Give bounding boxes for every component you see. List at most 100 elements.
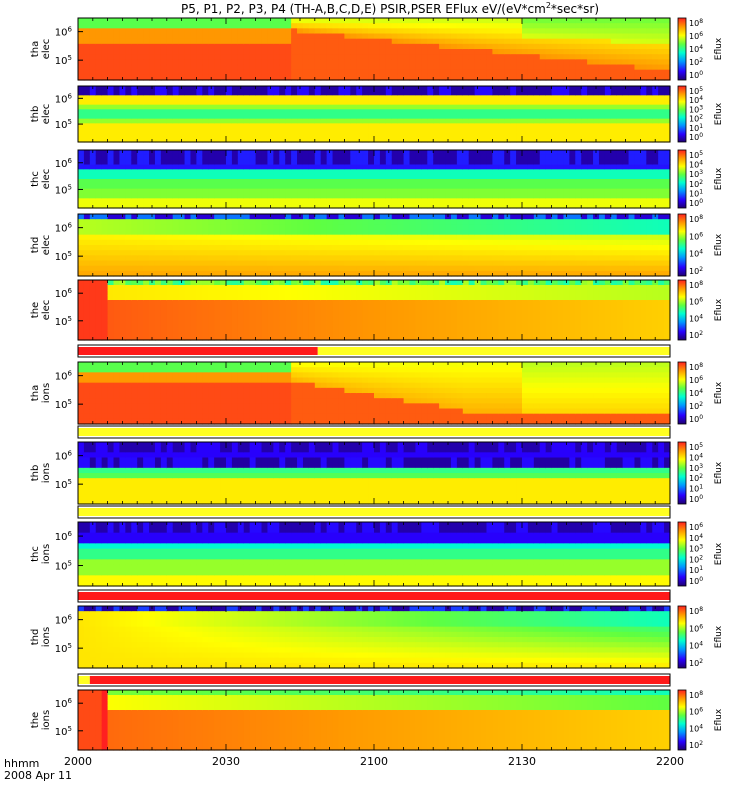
- spectrogram-cell: [344, 179, 351, 185]
- spectrogram-cell: [498, 270, 505, 277]
- spectrogram-cell: [125, 239, 132, 246]
- spectrogram-cell: [545, 169, 553, 175]
- spectrogram-cell: [658, 23, 665, 29]
- spectrogram-cell: [569, 114, 576, 120]
- spectrogram-cell: [598, 224, 606, 231]
- spectrogram-cell: [273, 38, 280, 45]
- spectrogram-cell: [231, 69, 239, 76]
- spectrogram-cell: [604, 43, 612, 50]
- spectrogram-cell: [332, 100, 340, 106]
- spectrogram-cell: [261, 174, 269, 180]
- spectrogram-cell: [302, 49, 310, 55]
- spectrogram-cell: [640, 74, 647, 81]
- spectrogram-cell: [374, 219, 381, 225]
- spectrogram-cell: [415, 179, 422, 185]
- spectrogram-cell: [646, 128, 653, 134]
- spectrogram-cell: [78, 179, 85, 185]
- spectrogram-cell: [587, 260, 594, 267]
- spectrogram-cell: [374, 265, 381, 272]
- spectrogram-cell: [433, 239, 440, 246]
- spectrogram-cell: [243, 104, 251, 110]
- spectrogram-cell: [208, 183, 215, 190]
- spectrogram-cell: [338, 245, 345, 251]
- spectrogram-cell: [385, 219, 393, 225]
- spectrogram-cell: [575, 150, 582, 156]
- spectrogram-cell: [166, 69, 174, 76]
- spectrogram-cell: [237, 64, 245, 71]
- spectrogram-cell: [474, 43, 482, 50]
- spectrogram-cell: [285, 109, 292, 115]
- spectrogram-cell: [604, 245, 612, 251]
- spectrogram-cell: [202, 137, 209, 143]
- spectrogram-cell: [255, 250, 263, 256]
- spectrogram-cell: [107, 260, 115, 267]
- spectrogram-cell: [131, 38, 138, 45]
- spectrogram-cell: [379, 150, 387, 156]
- spectrogram-cell: [160, 203, 168, 209]
- spectrogram-cell: [119, 104, 126, 110]
- spectrogram-cell: [125, 214, 132, 220]
- spectrogram-cell: [368, 229, 375, 236]
- spectrogram-cell: [160, 234, 168, 241]
- spectrogram-cell: [131, 95, 138, 101]
- spectrogram-cell: [267, 154, 274, 161]
- spectrogram-cell: [320, 59, 328, 66]
- spectrogram-cell: [456, 33, 464, 40]
- spectrogram-cell: [107, 90, 115, 96]
- spectrogram-cell: [658, 188, 665, 195]
- spectrogram-cell: [267, 132, 274, 138]
- spectrogram-cell: [279, 203, 286, 209]
- spectrogram-cell: [379, 100, 387, 106]
- spectrogram-cell: [598, 128, 606, 134]
- spectrogram-cell: [587, 265, 594, 272]
- spectrogram-cell: [291, 188, 298, 195]
- spectrogram-cell: [368, 43, 375, 50]
- spectrogram-cell: [610, 64, 618, 71]
- spectrogram-cell: [178, 123, 186, 129]
- spectrogram-cell: [604, 198, 612, 204]
- spectrogram-cell: [178, 49, 186, 55]
- spectrogram-cell: [160, 33, 168, 40]
- spectrogram-cell: [403, 123, 411, 129]
- spectrogram-cell: [350, 154, 357, 161]
- spectrogram-cell: [374, 33, 381, 40]
- spectrogram-cell: [344, 234, 351, 241]
- spectrogram-cell: [575, 74, 582, 81]
- spectrogram-cell: [261, 245, 269, 251]
- spectrogram-cell: [658, 114, 665, 120]
- spectrogram-cell: [214, 169, 221, 175]
- spectrogram-cell: [297, 169, 304, 175]
- spectrogram-cell: [415, 159, 422, 166]
- spectrogram-cell: [498, 250, 505, 256]
- spectrogram-cell: [593, 128, 600, 134]
- spectrogram-cell: [557, 137, 565, 143]
- spectrogram-cell: [95, 188, 103, 195]
- spectrogram-cell: [184, 188, 192, 195]
- spectrogram-cell: [184, 154, 192, 161]
- spectrogram-cell: [646, 23, 653, 29]
- spectrogram-cell: [551, 137, 559, 143]
- spectrogram-cell: [226, 250, 233, 256]
- spectrogram-cell: [504, 198, 511, 204]
- spectrogram-cell: [610, 43, 618, 50]
- spectrogram-cell: [439, 198, 446, 204]
- spectrogram-cell: [409, 69, 417, 76]
- spectrogram-cell: [350, 169, 357, 175]
- spectrogram-cell: [658, 137, 665, 143]
- spectrogram-cell: [214, 123, 221, 129]
- spectrogram-cell: [332, 90, 340, 96]
- spectrogram-cell: [486, 214, 493, 220]
- spectrogram-cell: [208, 95, 215, 101]
- spectrogram-cell: [480, 179, 488, 185]
- spectrogram-cell: [616, 255, 624, 262]
- spectrogram-cell: [575, 114, 582, 120]
- spectrogram-cell: [350, 183, 357, 190]
- spectrogram-cell: [575, 54, 582, 60]
- spectrogram-cell: [391, 118, 399, 124]
- spectrogram-cell: [462, 104, 470, 110]
- spectrogram-cell: [368, 214, 375, 220]
- spectrogram-cell: [445, 183, 452, 190]
- spectrogram-cell: [214, 265, 221, 272]
- spectrogram-cell: [604, 23, 612, 29]
- spectrogram-cell: [131, 239, 138, 246]
